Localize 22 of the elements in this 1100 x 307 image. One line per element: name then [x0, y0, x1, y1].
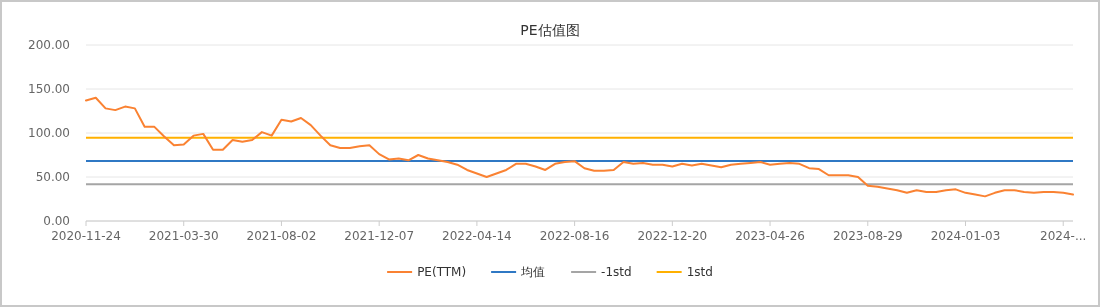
- x-tick-label: 2023-04-26: [735, 229, 805, 243]
- y-tick-label: 50.00: [35, 170, 70, 184]
- x-tick-label: 2022-12-20: [637, 229, 708, 243]
- y-tick-label: 200.00: [28, 38, 70, 52]
- y-tick-label: 100.00: [28, 126, 70, 140]
- legend-label: PE(TTM): [417, 265, 467, 279]
- x-tick-label: 2021-12-07: [344, 229, 415, 243]
- line-series: [85, 96, 1074, 198]
- x-tick-label: 2022-08-16: [539, 229, 610, 243]
- x-tick-label: 2022-04-14: [442, 229, 512, 243]
- y-tick-label: 150.00: [28, 82, 70, 96]
- x-tick-label: 2024-01-03: [930, 229, 1001, 243]
- chart-title: PE估值图: [520, 22, 580, 38]
- legend-label: 均值: [520, 265, 546, 279]
- x-tick-label: 2021-08-02: [246, 229, 317, 243]
- x-tick-label: 2023-08-29: [832, 229, 903, 243]
- legend-label: 1std: [686, 265, 713, 279]
- x-tick-label: 2021-03-30: [148, 229, 219, 243]
- legend-label: -1std: [601, 265, 632, 279]
- x-tick-label: 2024-...: [1040, 229, 1087, 243]
- x-tick-label: 2020-11-24: [51, 229, 121, 243]
- y-tick-label: 0.00: [43, 214, 70, 228]
